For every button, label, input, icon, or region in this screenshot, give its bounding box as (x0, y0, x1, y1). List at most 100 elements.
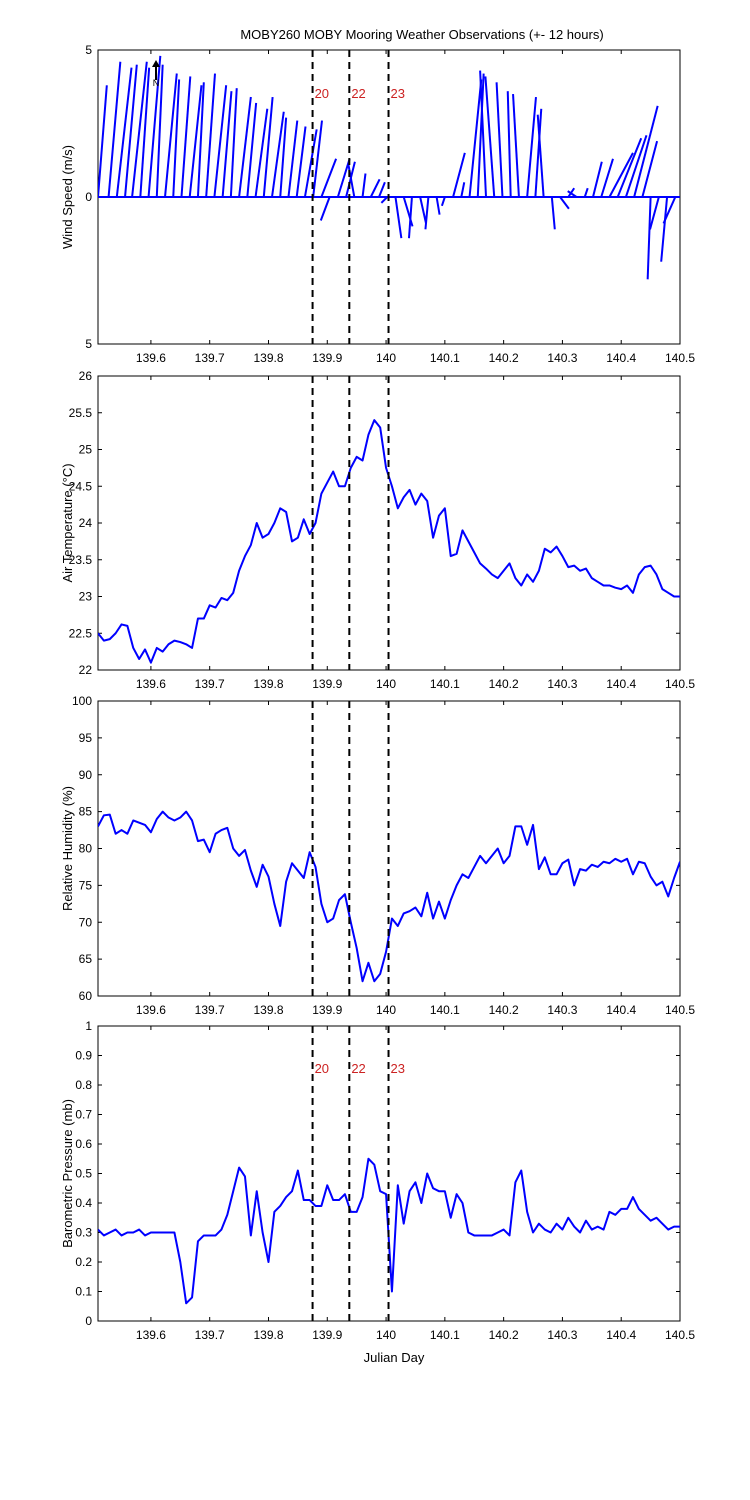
wind-stick (646, 196, 652, 280)
event-marker-label: 22 (351, 86, 365, 101)
wind-stick (320, 158, 338, 198)
wind-stick (435, 196, 441, 215)
wind-stick (213, 85, 228, 198)
wind-stick (172, 79, 181, 198)
wind-stick (407, 196, 413, 239)
x-tick-label: 139.6 (136, 1003, 166, 1017)
wind-stick (452, 152, 466, 198)
x-tick-label: 139.8 (253, 351, 283, 365)
y-tick-label: 26 (79, 369, 93, 383)
wind-stick (649, 196, 660, 230)
x-tick-label: 139.6 (136, 351, 166, 365)
wind-stick (115, 67, 133, 198)
y-tick-label: 23 (79, 590, 93, 604)
y-tick-label: 25 (79, 443, 93, 457)
y-tick-label: 0.5 (75, 1167, 92, 1181)
x-tick-label: 140 (376, 351, 396, 365)
wind-stick (424, 196, 430, 230)
wind-stick (512, 94, 520, 198)
y-tick-label: 0.6 (75, 1137, 92, 1151)
y-tick-label: 0.1 (75, 1285, 92, 1299)
x-tick-label: 140.1 (430, 351, 460, 365)
wind-stick (378, 181, 386, 198)
y-tick-label: 0 (85, 1314, 92, 1328)
x-axis-label: Julian Day (364, 1350, 425, 1365)
x-tick-label: 140.3 (547, 677, 577, 691)
wind-stick (180, 76, 192, 198)
wind-stick (526, 96, 537, 198)
y-tick-label: 75 (79, 878, 93, 892)
x-tick-label: 139.9 (312, 677, 342, 691)
x-tick-label: 140.4 (606, 1003, 636, 1017)
wind-stick (139, 67, 151, 198)
y-tick-label: 24 (79, 516, 93, 530)
x-tick-label: 139.6 (136, 1328, 166, 1342)
x-tick-label: 140.3 (547, 1328, 577, 1342)
y-tick-label: 0.3 (75, 1226, 92, 1240)
event-marker-label: 20 (315, 86, 329, 101)
wind-stick (616, 137, 643, 198)
x-tick-label: 140 (376, 1328, 396, 1342)
wind-stick (476, 73, 485, 198)
x-tick-label: 140.1 (430, 1003, 460, 1017)
x-tick-label: 140.1 (430, 1328, 460, 1342)
chart-title: MOBY260 MOBY Mooring Weather Observation… (240, 27, 603, 42)
y-tick-label: 22.5 (69, 626, 93, 640)
x-tick-label: 140.2 (489, 677, 519, 691)
x-tick-label: 139.8 (253, 677, 283, 691)
x-tick-label: 139.9 (312, 1003, 342, 1017)
x-tick-label: 139.7 (195, 1003, 225, 1017)
y-tick-label: 85 (79, 805, 93, 819)
x-tick-label: 140.1 (430, 677, 460, 691)
wind-stick (633, 105, 659, 198)
y-tick-label: 0.4 (75, 1196, 92, 1210)
wind-stick (196, 82, 205, 198)
x-tick-label: 140.3 (547, 351, 577, 365)
data-layer (98, 55, 680, 280)
wind-stick (662, 196, 677, 224)
y-axis-label: Wind Speed (m/s) (60, 145, 75, 249)
wind-stick (460, 182, 466, 198)
wind-stick (312, 120, 323, 198)
y-tick-label: 25.5 (69, 406, 93, 420)
x-tick-label: 140.2 (489, 1328, 519, 1342)
north-arrow-head (152, 60, 160, 67)
y-tick-label: 5 (85, 337, 92, 351)
wind-stick (303, 129, 318, 198)
y-tick-label: 23.5 (69, 553, 93, 567)
y-tick-label: 0.2 (75, 1255, 92, 1269)
wind-stick (254, 108, 269, 198)
y-axis-label: Relative Humidity (%) (60, 786, 75, 911)
x-tick-label: 140.5 (665, 351, 695, 365)
x-tick-label: 139.8 (253, 1328, 283, 1342)
y-tick-label: 1 (85, 1019, 92, 1033)
wind-stick (660, 196, 669, 262)
event-marker-label: 23 (391, 86, 405, 101)
wind-stick (506, 91, 512, 198)
north-arrow-label: N (153, 78, 160, 88)
y-tick-label: 70 (79, 915, 93, 929)
wind-stick (238, 96, 252, 198)
wind-stick (221, 91, 233, 198)
relative-humidity-panel: 60 65 70 75 80 85 90 95 100 139.6 139.7 139.8 139.9 1… (60, 694, 695, 1017)
wind-stick (550, 196, 556, 230)
wind-stick (536, 114, 545, 198)
y-tick-label: 100 (72, 694, 92, 708)
x-tick-label: 139.6 (136, 677, 166, 691)
wind-stick (271, 111, 285, 198)
y-tick-label: 65 (79, 952, 93, 966)
x-tick-label: 140 (376, 677, 396, 691)
wind-stick (495, 82, 504, 198)
x-tick-label: 140.5 (665, 1328, 695, 1342)
wind-stick (188, 85, 203, 198)
wind-stick (592, 161, 603, 198)
y-tick-label: 0.7 (75, 1108, 92, 1122)
wind-stick (124, 64, 138, 198)
wind-stick (624, 134, 648, 198)
wind-stick (229, 88, 238, 198)
x-tick-label: 140.4 (606, 351, 636, 365)
wind-stick (155, 64, 164, 198)
wind-stick (369, 178, 381, 198)
x-tick-label: 140.2 (489, 1003, 519, 1017)
wind-speed-panel: 5 0 5 139.6 139.7 139.8 139.9 140 140.1 140.2 140.… (60, 43, 695, 365)
